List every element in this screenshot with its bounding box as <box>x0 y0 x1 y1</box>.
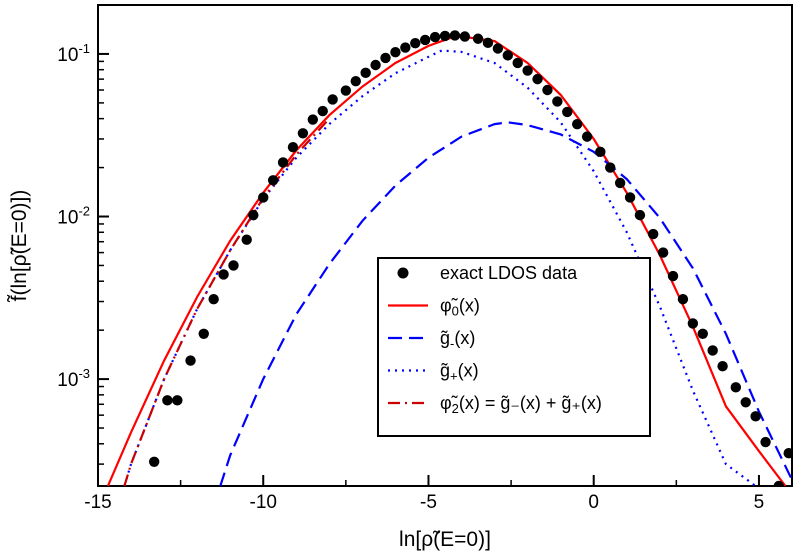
data-point <box>419 34 431 46</box>
data-point <box>148 456 160 467</box>
data-point <box>218 269 229 280</box>
data-point <box>410 37 421 49</box>
x-axis-title: ln[ρ̃(E=0)] <box>399 528 491 551</box>
data-point <box>390 46 401 58</box>
x-tick-label: -15 <box>84 492 111 513</box>
legend: exact LDOS data φ̃0(x) g̃-(x) g̃+(x) φ̃2(x) … <box>377 257 651 437</box>
y-tick-label: 10-3 <box>57 366 90 391</box>
data-point <box>492 43 504 54</box>
data-point <box>717 361 728 372</box>
series-line <box>123 117 331 486</box>
data-point <box>614 177 626 189</box>
x-tick-label: -10 <box>250 492 277 513</box>
data-point <box>208 294 219 305</box>
legend-label: exact LDOS data <box>440 263 578 283</box>
data-point <box>370 59 381 71</box>
plot-frame <box>97 4 793 487</box>
data-point <box>228 260 239 271</box>
data-point <box>429 31 441 43</box>
data-point <box>502 50 513 61</box>
legend-label: φ̃0(x) <box>440 296 480 319</box>
data-point <box>562 106 573 118</box>
data-point <box>162 395 173 406</box>
data-point <box>750 411 761 422</box>
data-point <box>327 94 338 105</box>
legend-marker <box>397 267 409 279</box>
data-point <box>532 73 543 85</box>
data-point <box>248 209 259 221</box>
data-point <box>350 75 361 87</box>
data-point <box>267 175 279 186</box>
data-point <box>297 128 309 139</box>
data-point <box>241 234 252 245</box>
data-point <box>667 270 679 282</box>
y-axis-title: f̃(ln[ρ̃(E=0)]) <box>8 190 31 303</box>
data-point <box>459 31 471 42</box>
data-point <box>522 65 533 76</box>
data-point <box>707 345 718 356</box>
data-point <box>317 105 328 117</box>
data-point <box>687 318 699 329</box>
x-axis: -15 -10 -5 0 5 <box>84 475 764 513</box>
y-axis: 10-3 10-2 10-1 <box>57 4 109 465</box>
data-point <box>552 96 563 107</box>
data-point <box>581 131 593 142</box>
data-point <box>287 141 299 153</box>
scatter-layer <box>148 30 792 486</box>
data-point <box>730 382 742 393</box>
data-point <box>380 52 391 64</box>
data-point <box>740 397 751 408</box>
data-point <box>258 192 269 203</box>
data-point <box>198 328 209 339</box>
data-point <box>595 146 606 158</box>
data-point <box>360 67 371 79</box>
data-point <box>648 228 659 240</box>
legend-label: g̃-(x) <box>440 328 475 351</box>
x-tick-label: 5 <box>754 492 765 513</box>
data-point <box>697 328 708 339</box>
data-point <box>760 436 771 448</box>
data-point <box>185 355 196 366</box>
data-point <box>472 33 484 44</box>
data-point <box>657 247 669 258</box>
data-point <box>340 85 352 96</box>
series-line <box>219 121 792 486</box>
data-point <box>172 395 183 406</box>
legend-box <box>377 257 651 437</box>
plot-border <box>97 4 793 487</box>
data-point <box>624 192 636 203</box>
data-point <box>677 294 689 305</box>
x-tick-label: -5 <box>420 492 437 513</box>
data-point <box>542 84 553 96</box>
data-point <box>400 42 411 53</box>
data-point <box>783 448 792 459</box>
data-point <box>571 118 583 130</box>
data-point <box>277 157 289 168</box>
data-point <box>482 37 494 49</box>
x-tick-label: 0 <box>588 492 599 513</box>
data-point <box>439 30 451 42</box>
y-tick-label: 10-1 <box>57 41 90 66</box>
y-tick-label: 10-2 <box>57 204 90 229</box>
data-point <box>634 209 646 221</box>
legend-label: g̃+(x) <box>440 361 479 384</box>
data-point <box>605 162 616 173</box>
data-point <box>449 30 461 41</box>
data-point <box>307 114 319 125</box>
data-point <box>512 57 523 69</box>
data-point <box>773 480 784 486</box>
legend-label: φ̃2(x) = g̃₋(x) + g̃₊(x) <box>440 393 602 416</box>
